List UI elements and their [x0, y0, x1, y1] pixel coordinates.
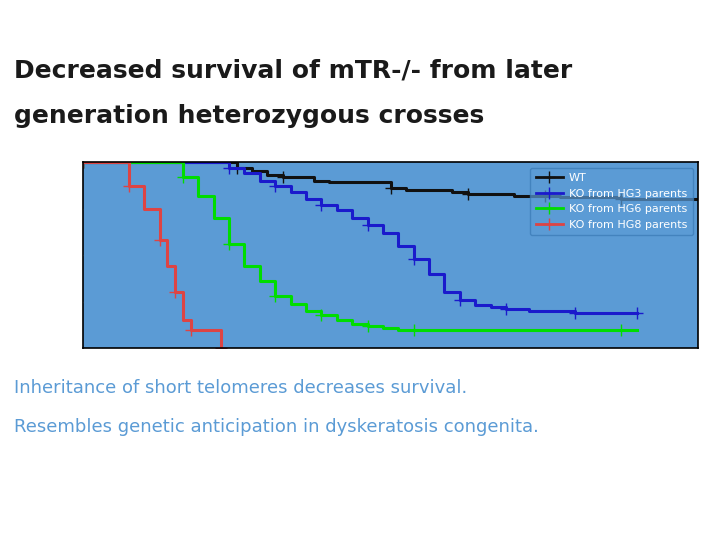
Text: generation heterozygous crosses: generation heterozygous crosses — [14, 105, 485, 129]
Y-axis label: Percent survival: Percent survival — [32, 191, 46, 319]
Text: Inheritance of short telomeres decreases survival.: Inheritance of short telomeres decreases… — [14, 379, 468, 397]
Text: Resembles genetic anticipation in dyskeratosis congenita.: Resembles genetic anticipation in dysker… — [14, 418, 539, 436]
Text: Armanios et al. AJHG 2009: Armanios et al. AJHG 2009 — [468, 504, 634, 517]
X-axis label: Days: Days — [370, 377, 411, 392]
Text: Decreased survival of mTR-/- from later: Decreased survival of mTR-/- from later — [14, 59, 572, 83]
Legend: WT, KO from HG3 parents, KO from HG6 parents, KO from HG8 parents: WT, KO from HG3 parents, KO from HG6 par… — [530, 167, 693, 235]
